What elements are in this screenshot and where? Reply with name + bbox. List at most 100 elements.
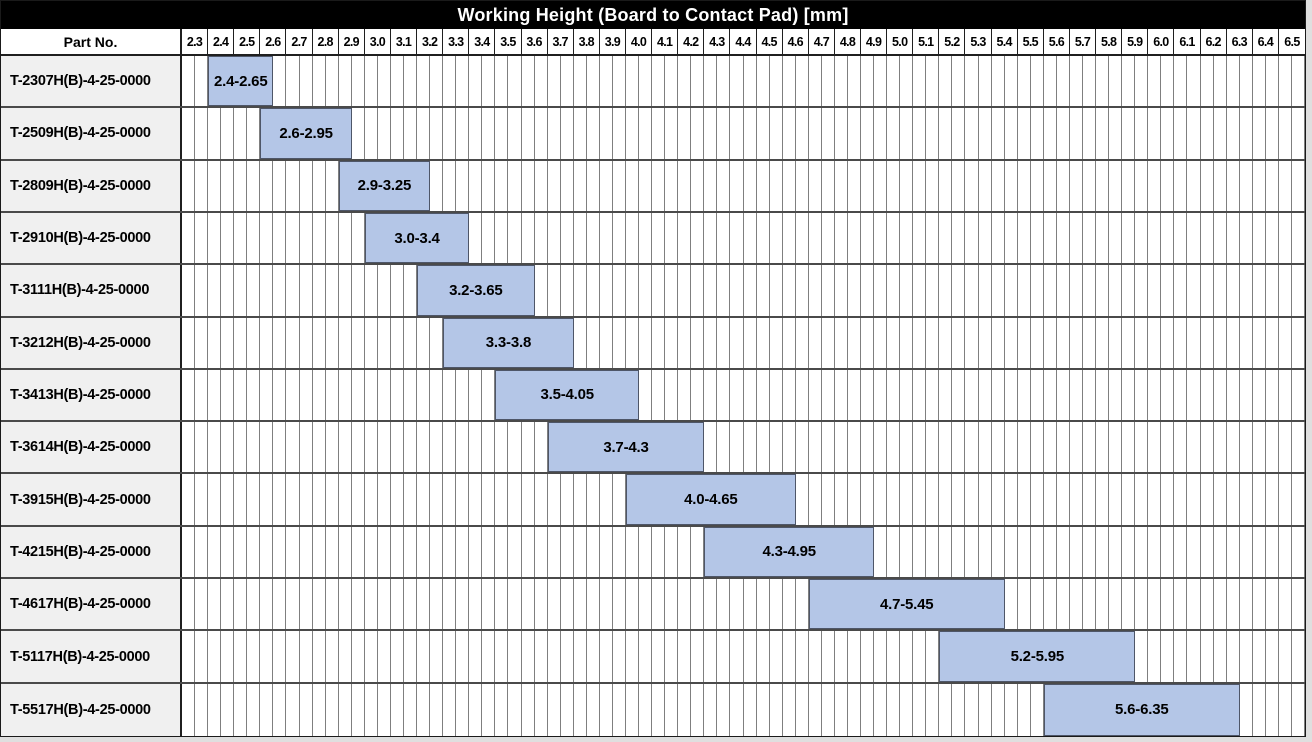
grid-cell <box>900 631 914 682</box>
grid-cell <box>1018 212 1031 264</box>
grid-cell <box>613 212 626 264</box>
table-row: T-5517H(B)-4-25-0000 5.6-6.35 <box>1 683 1305 736</box>
grid-cell <box>260 369 274 421</box>
grid-cell <box>1096 369 1110 421</box>
grid-cell <box>430 317 444 368</box>
grid-cell <box>313 631 326 682</box>
grid-cell <box>965 317 979 368</box>
grid-cell <box>1109 56 1123 107</box>
grid-cell <box>809 108 822 159</box>
axis-tick-label: 2.3 <box>182 29 209 54</box>
grid-cell <box>757 369 770 421</box>
grid-cell <box>313 317 326 368</box>
grid-cell <box>1201 317 1214 368</box>
grid-cell <box>1187 474 1201 525</box>
axis-tick-label: 3.9 <box>600 29 626 54</box>
grid-cell <box>704 317 718 368</box>
grid-cell <box>1005 369 1018 421</box>
grid-cell <box>887 212 901 264</box>
grid-cell <box>1109 212 1123 264</box>
grid-cell <box>730 212 744 264</box>
grid-cell <box>300 369 313 421</box>
grid-cell <box>365 422 378 473</box>
axis-tick-row: 2.3 2.4 2.5 2.6 2.7 2.8 2.9 3.0 3.1 3.2 3.3 3.4 3.5 3… <box>182 29 1305 54</box>
grid-cell <box>639 108 653 159</box>
grid-cell <box>1070 526 1083 578</box>
grid-cell <box>574 317 587 368</box>
grid-cell <box>365 474 378 525</box>
grid-cell <box>417 683 431 736</box>
grid-cell <box>1253 683 1266 736</box>
grid-cell <box>678 108 692 159</box>
grid-cell <box>600 683 613 736</box>
grid-cell <box>574 526 587 578</box>
grid-cell <box>286 579 300 630</box>
table-row: T-3915H(B)-4-25-0000 4.0-4.65 <box>1 474 1305 527</box>
grid-cell <box>587 317 600 368</box>
grid-cell <box>391 369 404 421</box>
grid-cell <box>404 265 418 316</box>
grid-cell <box>796 683 809 736</box>
grid-cell <box>1031 474 1044 525</box>
grid-cell <box>952 474 966 525</box>
working-height-bar: 5.2-5.95 <box>939 631 1136 682</box>
grid-cell <box>678 631 692 682</box>
grid-cell <box>1279 631 1292 682</box>
grid-cell <box>1214 317 1227 368</box>
grid-cell <box>717 422 731 473</box>
axis-tick-label: 2.8 <box>313 29 339 54</box>
grid-cell <box>861 683 875 736</box>
grid-cell <box>195 160 209 211</box>
grid-cell <box>404 108 418 159</box>
grid-cell <box>1174 579 1188 630</box>
grid-cell <box>522 474 535 525</box>
grid-cell <box>770 631 783 682</box>
grid-cell <box>1240 317 1253 368</box>
grid-cell <box>1109 474 1123 525</box>
grid-cell <box>286 474 300 525</box>
grid-cell <box>391 474 404 525</box>
grid-cell <box>430 683 444 736</box>
grid-cell <box>913 265 927 316</box>
grid-cell <box>221 422 235 473</box>
grid-cell <box>574 683 587 736</box>
grid-cell <box>835 422 848 473</box>
grid-cell <box>848 212 862 264</box>
grid-cell <box>234 631 248 682</box>
grid-cell <box>913 317 927 368</box>
grid-cell <box>365 56 378 107</box>
grid-cell <box>613 631 626 682</box>
grid-cell <box>1018 683 1031 736</box>
grid-cell <box>861 422 875 473</box>
part-no-cell: T-5517H(B)-4-25-0000 <box>1 683 182 736</box>
grid-cell <box>182 317 196 368</box>
grid-cell <box>1044 474 1057 525</box>
grid-cell <box>326 160 339 211</box>
grid-cell <box>208 108 222 159</box>
grid-cell <box>979 265 992 316</box>
grid-cell <box>1266 160 1279 211</box>
grid-cell <box>548 474 561 525</box>
grid-cell <box>1096 317 1110 368</box>
grid-cell <box>1044 160 1057 211</box>
grid-cell <box>626 56 640 107</box>
header-row: Part No. 2.3 2.4 2.5 2.6 2.7 2.8 2.9 3.0 3.1 3.2 3… <box>1 29 1305 56</box>
grid-cell <box>900 108 914 159</box>
working-height-bar: 3.2-3.65 <box>417 265 535 316</box>
grid-cell <box>378 369 391 421</box>
grid-cell <box>286 631 300 682</box>
grid-cell <box>926 631 940 682</box>
row-chart-area: 3.2-3.65 <box>182 265 1305 316</box>
grid-cell <box>1031 56 1044 107</box>
grid-cell <box>887 56 901 107</box>
grid-cell <box>691 631 705 682</box>
grid-cell <box>1161 474 1175 525</box>
grid-cell <box>965 369 979 421</box>
grid-cell <box>286 160 300 211</box>
grid-cell <box>874 422 888 473</box>
axis-tick-label: 4.9 <box>861 29 888 54</box>
grid-cell <box>652 631 666 682</box>
grid-cell <box>1005 579 1018 630</box>
chart-title: Working Height (Board to Contact Pad) [m… <box>1 1 1305 29</box>
grid-cell <box>587 212 600 264</box>
